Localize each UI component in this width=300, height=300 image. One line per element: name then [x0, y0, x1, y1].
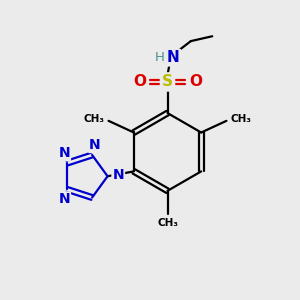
Text: O: O — [133, 74, 146, 89]
Text: N: N — [89, 138, 101, 152]
Text: H: H — [155, 51, 165, 64]
Text: CH₃: CH₃ — [230, 114, 251, 124]
Text: O: O — [189, 74, 202, 89]
Text: S: S — [162, 74, 173, 89]
Text: N: N — [58, 192, 70, 206]
Text: CH₃: CH₃ — [157, 218, 178, 228]
Text: N: N — [167, 50, 180, 65]
Text: CH₃: CH₃ — [84, 114, 105, 124]
Text: N: N — [58, 146, 70, 160]
Text: N: N — [112, 168, 124, 182]
